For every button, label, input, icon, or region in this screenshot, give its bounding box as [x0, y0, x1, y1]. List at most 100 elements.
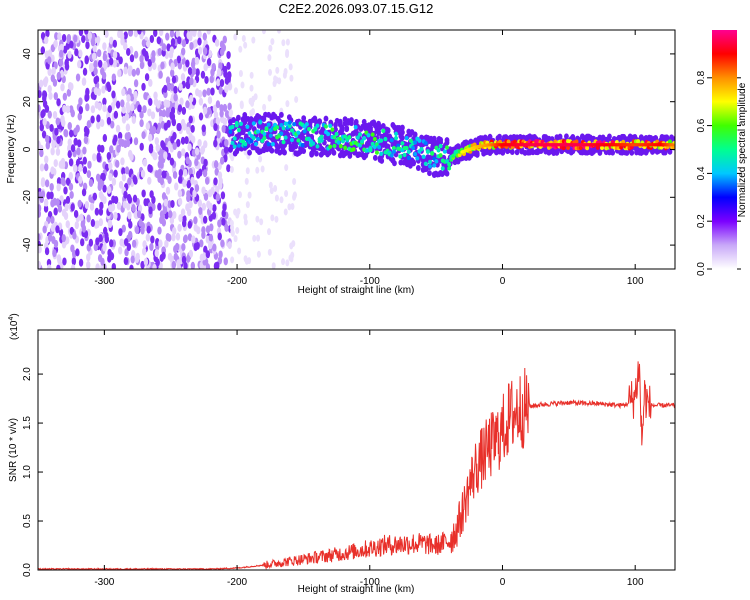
noise-speck: [191, 66, 197, 75]
noise-speck: [78, 30, 84, 37]
noise-speck: [53, 207, 58, 216]
noise-speck: [218, 86, 223, 95]
snr-x-tick-label: -100: [360, 577, 380, 588]
ridge-envelope: [301, 147, 307, 154]
ridge-core: [440, 166, 445, 171]
noise-speck: [173, 252, 178, 261]
noise-speck: [91, 52, 97, 61]
snr-plot-area: [38, 330, 675, 570]
noise-speck: [245, 201, 250, 209]
noise-speck: [63, 186, 68, 195]
noise-speck: [121, 173, 127, 182]
noise-speck: [196, 226, 201, 235]
noise-speck: [222, 117, 228, 126]
noise-speck: [192, 189, 197, 198]
noise-speck: [90, 219, 96, 228]
noise-speck: [152, 263, 157, 269]
ridge-envelope: [368, 124, 373, 131]
noise-speck: [190, 261, 196, 269]
ridge-core: [270, 142, 275, 147]
noise-speck: [165, 186, 171, 195]
ridge-core: [236, 143, 241, 148]
noise-speck: [76, 147, 81, 156]
noise-speck: [244, 177, 249, 185]
noise-speck: [100, 257, 105, 266]
noise-speck: [224, 223, 229, 232]
noise-speck: [142, 247, 147, 256]
noise-speck: [75, 73, 81, 82]
noise-speck: [214, 38, 220, 47]
noise-speck: [115, 124, 121, 133]
ridge-core: [672, 145, 675, 150]
noise-speck: [107, 219, 113, 228]
noise-speck: [73, 127, 78, 136]
noise-speck: [138, 218, 143, 227]
noise-speck: [66, 88, 72, 97]
noise-speck: [130, 255, 135, 264]
noise-speck: [102, 53, 108, 62]
noise-speck: [113, 169, 118, 178]
noise-speck: [109, 36, 114, 45]
noise-speck: [143, 92, 148, 101]
spectrogram-x-ticks: -300 -200 -100 0 100: [94, 30, 644, 287]
ridge-core: [438, 143, 443, 149]
noise-speck: [256, 250, 261, 258]
noise-speck: [219, 156, 225, 165]
noise-speck: [241, 35, 246, 43]
noise-speck: [255, 215, 260, 223]
noise-speck: [121, 167, 126, 176]
noise-speck: [155, 258, 160, 267]
noise-speck: [143, 257, 149, 266]
noise-speck: [75, 248, 80, 257]
ridge-core: [266, 141, 271, 147]
noise-speck: [194, 56, 200, 65]
ridge-core: [296, 130, 301, 135]
noise-speck: [178, 168, 184, 177]
spectrogram-x-tick-label: -300: [94, 276, 114, 287]
noise-speck: [92, 153, 97, 162]
ridge-core: [281, 139, 286, 145]
noise-speck: [200, 70, 206, 79]
noise-speck: [68, 182, 74, 191]
noise-speck: [169, 216, 175, 225]
spectrogram-y-tick-label: 0: [22, 146, 33, 152]
noise-speck: [76, 139, 82, 148]
noise-speck: [149, 242, 154, 251]
noise-speck: [61, 178, 66, 187]
noise-speck: [204, 75, 209, 84]
noise-speck: [285, 100, 290, 108]
ridge-core: [400, 141, 405, 146]
noise-speck: [102, 104, 107, 113]
noise-speck: [207, 96, 213, 105]
noise-speck: [129, 264, 134, 269]
noise-speck: [106, 84, 112, 93]
noise-speck: [183, 168, 188, 177]
ridge-core: [302, 129, 307, 134]
noise-speck: [185, 100, 190, 109]
noise-speck: [128, 30, 134, 37]
noise-speck: [219, 47, 225, 56]
noise-speck: [50, 54, 55, 63]
noise-speck: [158, 30, 164, 37]
noise-speck: [249, 109, 254, 117]
ridge-core: [262, 135, 267, 141]
noise-speck: [69, 40, 74, 49]
noise-speck: [238, 45, 243, 53]
noise-speck: [184, 136, 189, 145]
noise-speck: [38, 79, 44, 88]
noise-speck: [291, 240, 296, 248]
ridge-core: [667, 139, 672, 144]
noise-speck: [118, 56, 123, 65]
noise-speck: [162, 84, 168, 93]
noise-speck: [111, 262, 117, 269]
noise-speck: [111, 177, 117, 186]
ridge-envelope: [557, 133, 563, 140]
ridge-core: [561, 145, 566, 151]
noise-speck: [133, 137, 139, 146]
noise-speck: [65, 177, 71, 186]
ridge-core: [406, 149, 411, 155]
ridge-envelope: [309, 151, 315, 158]
ridge-core: [394, 131, 399, 137]
noise-speck: [144, 73, 150, 82]
noise-speck: [65, 195, 71, 204]
